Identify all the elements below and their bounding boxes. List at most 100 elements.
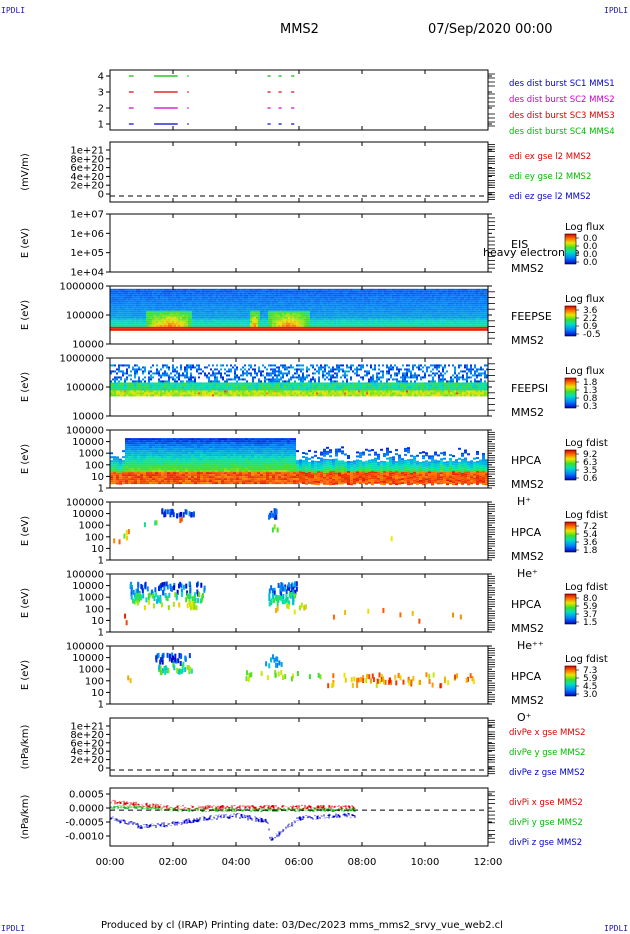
colorbar-tick-label: 1.5: [583, 618, 597, 628]
y-tick-label: 1e+05: [70, 248, 104, 259]
y-tick-label: 2e+20: [70, 755, 104, 766]
spacecraft-name: MMS2: [511, 406, 544, 419]
instrument-name: HPCA: [511, 454, 542, 467]
legend-entry: edi ex gse l2 MMS2: [509, 152, 591, 162]
species-name: H⁺: [517, 495, 531, 508]
y-tick-label: 0: [98, 764, 104, 775]
instrument-name: EIS: [511, 238, 528, 251]
legend-entry: des dist burst SC3 MMS3: [509, 111, 615, 121]
colorbar-tick-label: 5.4: [583, 530, 598, 540]
colorbar-tick-label: 7.3: [583, 666, 597, 676]
colorbar-tick-label: 3.0: [583, 690, 598, 700]
y-tick-label: 10000: [72, 340, 104, 351]
colorbar-title: Log fdist: [565, 438, 608, 449]
colorbar-title: Log flux: [565, 294, 605, 305]
overlay-label: heavy electron te: [483, 246, 580, 259]
spectrogram-feepse: [110, 288, 488, 331]
colorbar-tick-label: 3.7: [583, 610, 597, 620]
colorbar: [564, 305, 577, 337]
y-tick-label: 8e+20: [70, 730, 104, 741]
colorbar-tick-label: 0.6: [583, 474, 598, 484]
colorbar-tick-label: 0.3: [583, 402, 597, 412]
legend-entry: divPi y gse MMS2: [509, 818, 583, 828]
legend-entry: divPe z gse MMS2: [509, 768, 585, 778]
y-tick-label: 0.0005: [69, 790, 104, 801]
y-axis-label-edi: (mV/m): [20, 153, 31, 191]
y-tick-label: 4e+20: [70, 172, 104, 183]
colorbar-title: Log fdist: [565, 510, 608, 521]
spacecraft-name: MMS2: [511, 262, 544, 275]
legend-entry: des dist burst SC4 MMS4: [509, 127, 615, 137]
spectrogram-hpca-hepp: [124, 581, 462, 626]
y-tick-label: 2: [98, 104, 104, 115]
colorbar-tick-label: 2.2: [583, 314, 597, 324]
colorbar-title: Log fdist: [565, 654, 608, 665]
colorbar: [564, 233, 577, 265]
colorbar: [564, 377, 577, 409]
y-tick-label: 100: [85, 604, 104, 615]
y-tick-label: 4: [98, 72, 104, 83]
colorbar: [564, 449, 577, 481]
colorbar-tick-label: 5.9: [583, 602, 598, 612]
y-tick-label: 10: [91, 544, 104, 555]
instrument-name: FEEPSE: [511, 310, 552, 323]
divpi-series-z: [109, 812, 356, 841]
y-tick-label: 3: [98, 88, 104, 99]
colorbar-tick-label: 4.5: [583, 682, 597, 692]
y-tick-label: 1: [98, 556, 104, 567]
corner-label-top-left: IPDLI: [1, 6, 26, 15]
y-tick-label: 100000: [66, 498, 104, 509]
y-tick-label: -0.0010: [65, 832, 104, 843]
corner-label-bottom-right: IPDLI: [604, 924, 629, 933]
y-tick-label: -0.0005: [65, 818, 104, 829]
panel-divpi: 0.0005 0.0000 -0.0005 -0.0010 (nPa/km) divPi …: [20, 787, 583, 848]
panel-frame-hpca_he: [109, 501, 489, 561]
time-tick-label: 12:00: [474, 857, 503, 868]
time-tick-label: 06:00: [285, 857, 314, 868]
panel-burst: 4 3 2 1 des dist burst SC1 MMS1 des dist burs…: [98, 69, 615, 137]
y-tick-label: 100000: [66, 642, 104, 653]
spacecraft-name: MMS2: [511, 550, 544, 563]
time-tick-label: 00:00: [96, 857, 125, 868]
y-tick-label: 6e+20: [70, 738, 104, 749]
y-tick-label: 1: [98, 628, 104, 639]
spectrogram-hpca-he: [113, 508, 393, 545]
colorbar-tick-label: 0.0: [583, 258, 598, 268]
y-tick-label: 1000: [79, 449, 104, 460]
summary-plot: 4 3 2 1 des dist burst SC1 MMS1 des dist burs…: [20, 69, 615, 868]
divpi-traces: [109, 799, 356, 841]
colorbar-title: Log fdist: [565, 582, 608, 593]
colorbar: [564, 521, 577, 553]
colorbar: [564, 665, 577, 697]
spectrogram-feepsi: [110, 364, 488, 397]
y-axis-label-hpca_h: E (eV): [20, 444, 31, 474]
instrument-name: HPCA: [511, 670, 542, 683]
colorbar-title: Log flux: [565, 222, 605, 233]
y-tick-label: 10000: [72, 653, 104, 664]
y-tick-label: 100000: [66, 570, 104, 581]
y-tick-label: 10000: [72, 509, 104, 520]
y-tick-label: 1e+06: [70, 229, 104, 240]
y-tick-label: 100: [85, 676, 104, 687]
y-tick-label: 100: [85, 532, 104, 543]
spectrogram-hpca-h: [110, 438, 488, 486]
colorbar: [564, 593, 577, 625]
colorbar-tick-label: 0.9: [583, 322, 598, 332]
legend-entry: des dist burst SC1 MMS1: [509, 79, 615, 89]
y-tick-label: 1: [98, 120, 104, 131]
y-tick-label: 1000: [79, 521, 104, 532]
colorbar-tick-label: 6.3: [583, 458, 597, 468]
colorbar-tick-label: 0.8: [583, 394, 598, 404]
spacecraft-title: MMS2: [280, 22, 319, 37]
y-tick-label: 1: [98, 700, 104, 711]
y-tick-label: 4e+20: [70, 747, 104, 758]
colorbar-tick-label: 5.9: [583, 674, 598, 684]
y-axis-label-hpca_hepp: E (eV): [20, 588, 31, 618]
legend-entry: des dist burst SC2 MMS2: [509, 95, 615, 105]
y-tick-label: 6e+20: [70, 163, 104, 174]
legend-entry: edi ez gse l2 MMS2: [509, 192, 591, 202]
instrument-name: HPCA: [511, 598, 542, 611]
